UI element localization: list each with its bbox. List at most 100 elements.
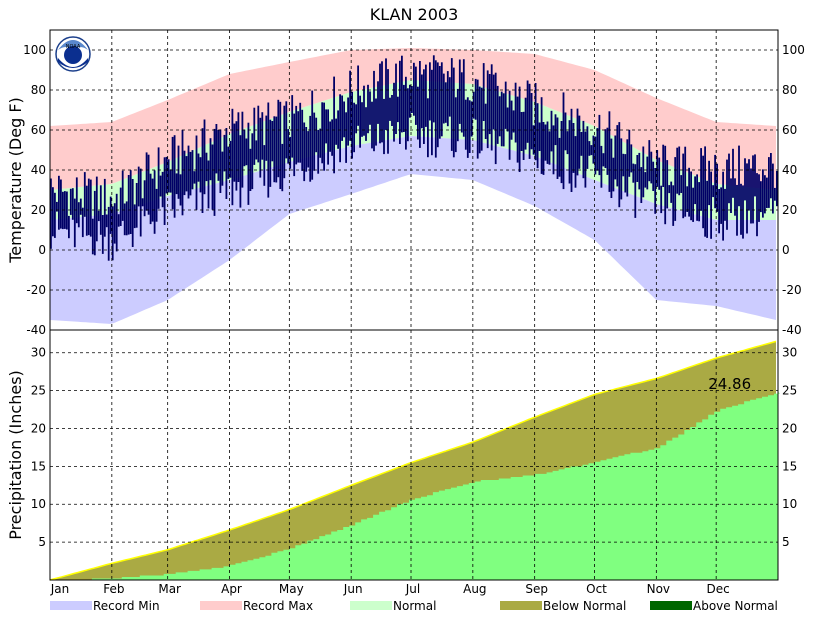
- actual-temperature-bar: [273, 116, 276, 183]
- actual-temperature-bar: [283, 105, 286, 179]
- actual-temperature-bar: [574, 136, 577, 188]
- actual-temperature-bar: [287, 129, 290, 164]
- actual-temperature-bar: [520, 112, 523, 151]
- actual-temperature-bar: [442, 73, 445, 124]
- actual-temperature-bar: [205, 152, 208, 182]
- actual-temperature-bar: [586, 126, 589, 169]
- actual-temperature-bar: [417, 86, 419, 140]
- actual-temperature-bar: [548, 131, 551, 165]
- actual-temperature-bar: [726, 159, 728, 230]
- precipitation-tick-label-left: 20: [31, 421, 46, 435]
- actual-temperature-bar: [259, 117, 262, 178]
- actual-temperature-bar: [251, 133, 254, 190]
- actual-temperature-bar: [183, 150, 186, 196]
- actual-temperature-bar: [484, 103, 487, 139]
- actual-temperature-bar: [131, 179, 134, 247]
- actual-temperature-bar: [325, 109, 327, 144]
- actual-temperature-bar: [69, 188, 72, 215]
- actual-temperature-bar: [686, 186, 689, 212]
- actual-temperature-bar: [506, 107, 509, 132]
- actual-temperature-bar: [109, 196, 112, 234]
- precipitation-tick-label-left: 25: [31, 384, 46, 398]
- actual-temperature-bar: [139, 168, 142, 237]
- actual-temperature-bar: [690, 171, 692, 221]
- legend-label-above-normal: Above Normal: [693, 599, 778, 613]
- actual-temperature-bar: [448, 77, 451, 117]
- actual-temperature-bar: [165, 156, 168, 194]
- actual-temperature-bar: [694, 176, 696, 205]
- actual-temperature-bar: [564, 112, 567, 151]
- temperature-tick-label-left: -40: [26, 323, 46, 337]
- actual-temperature-bar: [405, 76, 407, 150]
- actual-temperature-bar: [201, 128, 204, 213]
- actual-temperature-bar: [766, 177, 768, 208]
- actual-temperature-bar: [389, 97, 391, 121]
- actual-temperature-bar: [740, 183, 742, 235]
- actual-temperature-bar: [752, 155, 754, 224]
- actual-temperature-bar: [413, 62, 415, 116]
- actual-temperature-bar: [682, 153, 685, 219]
- actual-temperature-bar: [58, 175, 60, 230]
- precipitation-tick-label-right: 25: [782, 384, 797, 398]
- actual-temperature-bar: [207, 160, 210, 209]
- actual-temperature-bar: [494, 72, 497, 165]
- actual-temperature-bar: [624, 154, 627, 193]
- actual-temperature-bar: [592, 135, 595, 164]
- actual-temperature-bar: [654, 168, 657, 214]
- actual-temperature-bar: [620, 138, 623, 200]
- record-max-area: [50, 48, 776, 190]
- actual-temperature-bar: [215, 124, 218, 174]
- actual-temperature-bar: [486, 70, 489, 149]
- actual-temperature-bar: [419, 61, 421, 148]
- temperature-tick-label-right: 60: [782, 123, 797, 137]
- actual-temperature-bar: [247, 122, 250, 205]
- actual-temperature-bar: [590, 145, 593, 156]
- actual-temperature-bar: [291, 95, 294, 158]
- actual-temperature-bar: [550, 110, 553, 152]
- actual-temperature-bar: [514, 82, 517, 143]
- actual-temperature-bar: [317, 129, 320, 174]
- actual-temperature-bar: [490, 64, 493, 151]
- actual-temperature-bar: [143, 180, 146, 217]
- actual-temperature-bar: [411, 86, 413, 113]
- actual-temperature-bar: [425, 64, 427, 127]
- actual-temperature-bar: [85, 185, 88, 236]
- precipitation-panel: 5 5 10 10 15 15 20 20 25 25 30 30 24.86: [31, 329, 797, 581]
- precipitation-tick-label-right: 30: [782, 346, 797, 360]
- actual-temperature-bar: [233, 123, 236, 182]
- actual-temperature-bar: [496, 85, 499, 144]
- actual-temperature-bar: [91, 218, 94, 255]
- actual-temperature-bar: [77, 202, 80, 228]
- actual-temperature-bar: [327, 109, 329, 165]
- actual-temperature-bar: [762, 169, 764, 218]
- actual-temperature-bar: [173, 135, 176, 218]
- actual-temperature-bar: [423, 69, 425, 144]
- actual-temperature-bar: [512, 110, 515, 133]
- actual-temperature-bar: [440, 62, 443, 137]
- actual-temperature-bar: [79, 198, 82, 215]
- actual-temperature-bar: [664, 145, 667, 225]
- actual-temperature-bar: [66, 191, 68, 230]
- actual-temperature-bar: [195, 135, 198, 210]
- actual-temperature-bar: [111, 206, 114, 261]
- actual-temperature-bar: [263, 145, 266, 186]
- actual-temperature-bar: [730, 178, 732, 213]
- actual-temperature-bar: [315, 117, 318, 153]
- actual-temperature-bar: [269, 119, 272, 187]
- actual-temperature-bar: [373, 70, 375, 152]
- actual-temperature-bar: [271, 121, 274, 162]
- actual-temperature-bar: [660, 185, 663, 214]
- actual-temperature-bar: [532, 125, 535, 155]
- actual-temperature-bar: [385, 58, 387, 130]
- actual-temperature-bar: [436, 62, 439, 148]
- month-labels: Jan Feb Mar Apr May Jun Jul Aug Sep Oct Nov Dec: [50, 582, 730, 596]
- actual-temperature-bar: [355, 104, 357, 134]
- actual-temperature-bar: [606, 127, 609, 175]
- actual-temperature-bar: [387, 69, 389, 154]
- actual-precipitation-area: [50, 391, 780, 580]
- actual-temperature-bar: [369, 91, 371, 125]
- actual-temperature-bar: [345, 112, 347, 163]
- actual-temperature-bar: [381, 61, 383, 143]
- actual-temperature-bar: [450, 58, 453, 151]
- actual-temperature-bar: [432, 55, 435, 123]
